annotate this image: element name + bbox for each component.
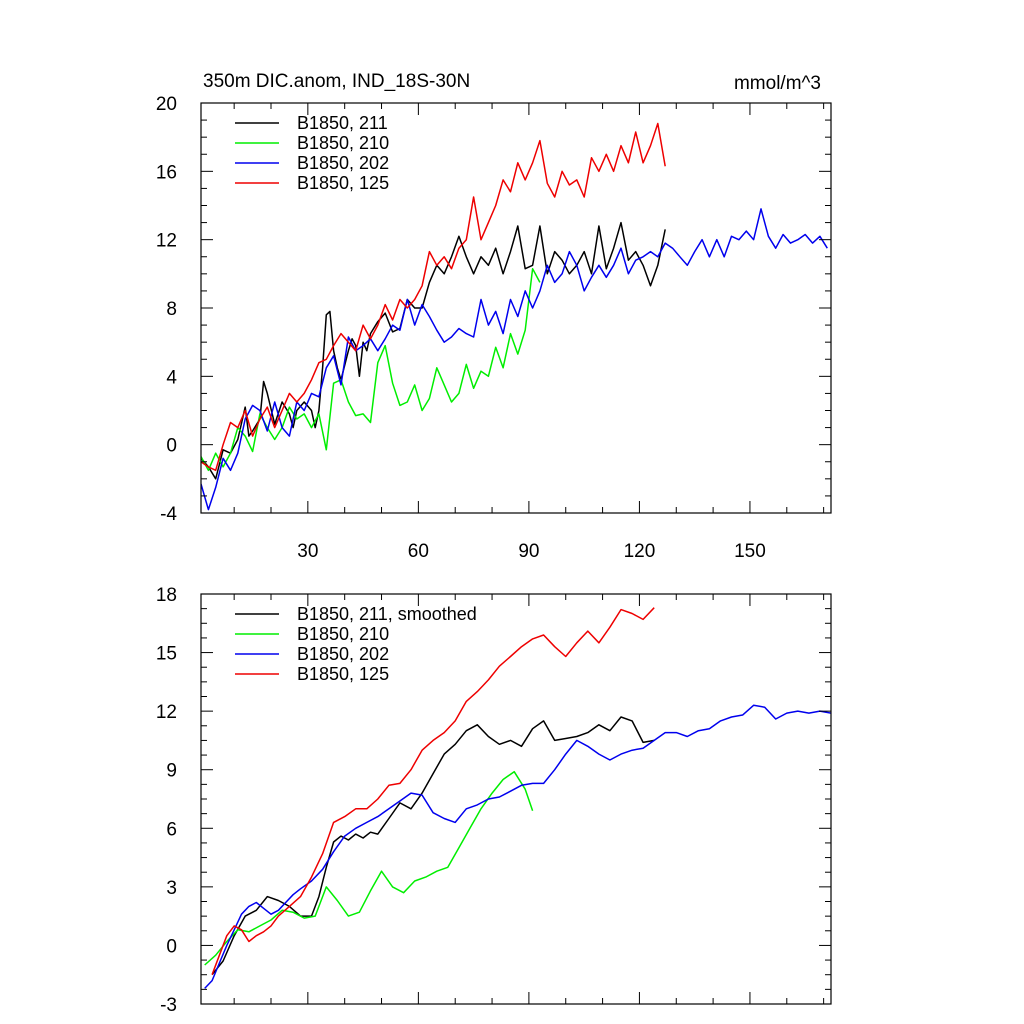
y-tick-label: -4 (160, 504, 177, 525)
top-panel: 350m DIC.anom, IND_18S-30N mmol/m^3 -4 0 4 8 1… (156, 71, 832, 562)
series-line-0 (201, 221, 666, 480)
chart-title: 350m DIC.anom, IND_18S-30N (203, 71, 470, 92)
units-label: mmol/m^3 (734, 73, 821, 94)
series-line-2 (201, 208, 828, 511)
y-tick-label: 3 (166, 878, 177, 899)
series-group (204, 607, 831, 989)
y-tick-label: 16 (156, 162, 177, 183)
y-tick-label: 20 (156, 94, 177, 115)
series-group (201, 122, 828, 511)
series-line-1 (201, 267, 541, 472)
series-line-1 (204, 770, 534, 966)
y-tick-label: 0 (166, 936, 177, 957)
y-tick-label: 18 (156, 585, 177, 606)
y-tick-label: 12 (156, 702, 177, 723)
x-tick-label: 150 (734, 541, 766, 562)
legend-label: B1850, 210 (297, 624, 389, 644)
legend-label: B1850, 210 (297, 133, 389, 153)
legend-label: B1850, 211, smoothed (297, 604, 477, 624)
series-line-3 (201, 122, 666, 472)
y-tick-label: 8 (166, 299, 177, 320)
y-tick-label: 0 (166, 436, 177, 457)
legend-label: B1850, 202 (297, 644, 389, 664)
y-tick-label: 15 (156, 644, 177, 665)
legend-label: B1850, 211 (297, 113, 388, 133)
y-tick-label: 9 (166, 761, 177, 782)
y-tick-label: 6 (166, 819, 177, 840)
x-tick-label: 30 (297, 541, 318, 562)
y-tick-label: -3 (160, 995, 177, 1016)
plot-frame (200, 102, 832, 514)
legend-label: B1850, 125 (297, 173, 389, 193)
x-tick-label: 60 (408, 541, 429, 562)
legend-label: B1850, 202 (297, 153, 389, 173)
series-line-3 (211, 607, 655, 975)
series-line-2 (204, 704, 831, 989)
x-tick-label: 120 (624, 541, 656, 562)
y-tick-label: 4 (166, 367, 177, 388)
legend-label: B1850, 125 (297, 664, 389, 684)
y-tick-label: 12 (156, 231, 177, 252)
plot-frame (200, 593, 832, 1005)
x-tick-label: 90 (518, 541, 539, 562)
series-line-0 (211, 716, 655, 976)
